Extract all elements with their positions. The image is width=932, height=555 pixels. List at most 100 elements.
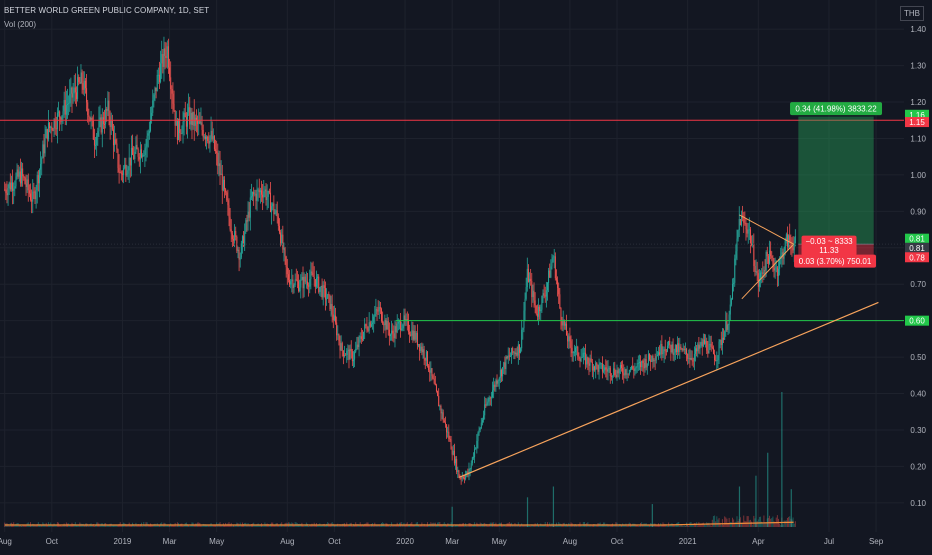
candle-body [335, 315, 337, 323]
volume-bar [31, 525, 33, 527]
volume-bar [669, 525, 671, 527]
price-tag-text: 0.81 [909, 244, 925, 253]
volume-bar [321, 524, 323, 527]
candle-body [138, 156, 140, 160]
candle-body [45, 128, 47, 138]
volume-bar [418, 524, 420, 527]
candle-body [600, 363, 602, 365]
volume-bar [697, 525, 699, 527]
candle-body [745, 223, 747, 230]
candle-body [729, 304, 731, 315]
candle-body [148, 130, 150, 134]
volume-bar [504, 525, 506, 527]
candle-body [257, 189, 259, 191]
candle-body [284, 248, 286, 257]
candle-body [280, 232, 282, 244]
volume-bar [114, 525, 116, 527]
candle-body [388, 329, 390, 337]
volume-bar [708, 522, 710, 527]
volume-bar [695, 523, 697, 527]
volume-bar [356, 524, 358, 527]
candle-body [754, 265, 756, 272]
volume-bar [70, 524, 72, 527]
candle-body [744, 222, 746, 224]
volume-bar [691, 524, 693, 527]
candle-body [523, 310, 525, 329]
candle-body [577, 346, 579, 357]
candle-body [173, 103, 175, 111]
currency-label[interactable]: THB [900, 6, 924, 21]
volume-bar [59, 524, 61, 527]
candle-body [465, 474, 467, 479]
candle-body [344, 355, 346, 357]
candle-body [326, 298, 328, 300]
candle-body [538, 306, 540, 317]
volume-bar [550, 525, 552, 527]
candle-body [627, 373, 629, 375]
volume-bar [190, 524, 192, 527]
candle-body [535, 305, 537, 314]
volume-bar [456, 525, 458, 527]
candle-body [410, 334, 412, 336]
volume-bar [175, 525, 177, 527]
candle-body [708, 344, 710, 354]
candle-body [74, 87, 76, 93]
candle-body [312, 272, 314, 277]
volume-bar [636, 525, 638, 527]
candle-body [544, 295, 546, 297]
candle-body [499, 369, 501, 378]
candle-body [539, 306, 541, 312]
candle-body [309, 279, 311, 287]
candle-body [721, 337, 723, 345]
candle-body [707, 350, 709, 354]
candle-body [396, 323, 398, 333]
volume-bar [394, 525, 396, 527]
volume-bar [314, 524, 316, 527]
candle-body [453, 450, 455, 464]
candle-body [289, 279, 291, 285]
volume-bar [397, 524, 399, 527]
candle-body [766, 251, 768, 257]
triangle-upper-line [739, 214, 794, 245]
candle-body [346, 350, 348, 356]
candle-body [434, 383, 436, 386]
candle-body [446, 424, 448, 433]
candle-body [88, 114, 90, 117]
volume-bar [126, 525, 128, 527]
volume-bar [93, 525, 95, 527]
candle-body [323, 285, 325, 289]
volume-bar [576, 525, 578, 527]
candle-body [765, 251, 767, 271]
candle-body [395, 326, 397, 333]
candle-body [460, 478, 462, 479]
volume-bar [111, 525, 113, 527]
volume-bar [539, 525, 541, 527]
candle-body [609, 367, 611, 377]
volume-bar [363, 524, 365, 527]
volume-bar [646, 525, 648, 527]
candle-body [41, 158, 43, 164]
candle-body [739, 219, 741, 226]
volume-bar [88, 525, 90, 527]
volume-bar [764, 522, 766, 527]
candle-body [567, 335, 569, 342]
volume-bar [661, 525, 663, 527]
candle-body [728, 314, 730, 326]
candle-body [357, 344, 359, 347]
volume-bar [166, 524, 168, 527]
candle-body [62, 111, 64, 116]
candle-body [650, 359, 652, 362]
candle-body [199, 121, 201, 124]
candle-body [219, 163, 221, 175]
candle-body [752, 244, 754, 246]
candle-body [546, 282, 548, 291]
volume-indicator-label[interactable]: Vol (200) [4, 20, 37, 29]
candle-body [398, 321, 400, 323]
volume-bar [75, 524, 77, 527]
candle-body [239, 257, 241, 260]
candle-body [751, 243, 753, 246]
candle-body [164, 48, 166, 56]
candle-body [9, 182, 11, 190]
symbol-title[interactable]: BETTER WORLD GREEN PUBLIC COMPANY, 1D, S… [4, 6, 210, 15]
